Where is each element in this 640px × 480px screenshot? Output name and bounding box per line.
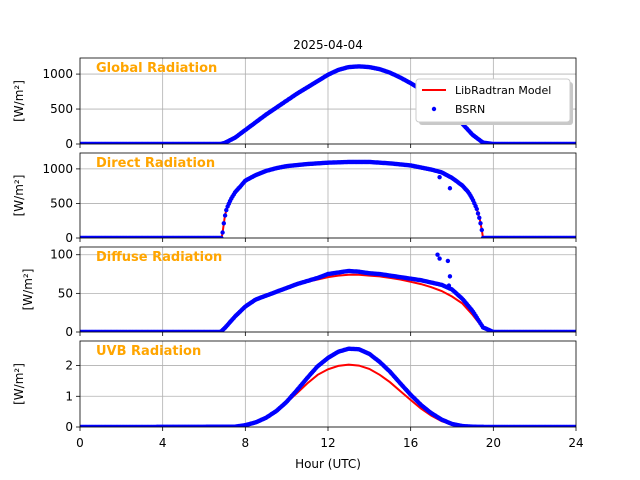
panel-frame bbox=[79, 246, 577, 333]
bsrn-point bbox=[475, 211, 481, 216]
y-tick-label: 0 bbox=[65, 325, 73, 339]
y-tick-label: 0 bbox=[65, 420, 73, 434]
bsrn-point bbox=[446, 283, 452, 288]
bsrn-point bbox=[224, 207, 229, 213]
bsrn-point bbox=[222, 213, 228, 218]
bsrn-point bbox=[479, 227, 484, 233]
y-tick-label: 1000 bbox=[42, 162, 73, 176]
y-tick-label: 2 bbox=[65, 359, 73, 373]
legend: LibRadtran Model BSRN bbox=[415, 78, 573, 125]
bsrn-point bbox=[435, 252, 440, 257]
y-axis-label: [W/m²] bbox=[12, 80, 26, 122]
x-tick-label: 12 bbox=[320, 436, 335, 450]
y-tick-label: 500 bbox=[50, 196, 73, 210]
panel-data bbox=[80, 159, 576, 238]
x-tick-label: 20 bbox=[486, 436, 501, 450]
panel-frame bbox=[79, 57, 577, 145]
bsrn-point bbox=[474, 206, 479, 212]
panel-data bbox=[80, 252, 576, 332]
panel-0: 0 500 1000 Global Radiation [W/m²] bbox=[12, 57, 577, 151]
legend-box bbox=[415, 78, 571, 123]
bsrn-point bbox=[437, 174, 442, 180]
x-tick-label: 0 bbox=[76, 436, 84, 450]
y-axis-label: [W/m²] bbox=[12, 363, 26, 405]
panel-frame bbox=[79, 340, 577, 428]
x-tick-label: 24 bbox=[568, 436, 583, 450]
bsrn-point bbox=[220, 230, 225, 235]
bsrn-point bbox=[477, 215, 482, 220]
bsrn-point bbox=[478, 221, 483, 226]
bsrn-point bbox=[573, 329, 576, 332]
y-tick-label: 500 bbox=[50, 102, 73, 116]
panel-1: 0 500 1000 Direct Radiation [W/m²] bbox=[12, 152, 577, 245]
legend-marker-bsrn bbox=[431, 106, 437, 112]
y-axis-label: [W/m²] bbox=[12, 175, 26, 217]
y-tick-label: 0 bbox=[65, 137, 73, 151]
bsrn-point bbox=[447, 186, 453, 191]
panel-frame bbox=[79, 152, 577, 239]
bsrn-point bbox=[447, 274, 453, 279]
x-tick-label: 8 bbox=[242, 436, 250, 450]
legend-label-libradtran: LibRadtran Model bbox=[455, 84, 551, 97]
panel-3: 0 1 2 UVB Radiation [W/m²] bbox=[12, 340, 577, 434]
legend-label-bsrn: BSRN bbox=[455, 103, 485, 116]
bsrn-point bbox=[573, 424, 576, 427]
panel-title: UVB Radiation bbox=[96, 344, 201, 359]
y-axis-label: [W/m²] bbox=[21, 269, 35, 311]
bsrn-point bbox=[573, 235, 576, 238]
y-tick-label: 50 bbox=[58, 286, 73, 300]
chart-title: 2025-04-04 bbox=[293, 38, 363, 52]
bsrn-point bbox=[573, 141, 576, 144]
series-points-bsrn bbox=[80, 252, 576, 332]
bsrn-point bbox=[445, 258, 451, 264]
x-axis-ticks: 0 4 8 12 16 20 24 bbox=[76, 436, 583, 450]
y-tick-label: 1 bbox=[65, 389, 73, 403]
panel-title: Global Radiation bbox=[96, 61, 217, 76]
panel-data bbox=[80, 346, 576, 427]
bsrn-point bbox=[221, 221, 226, 226]
bsrn-point bbox=[219, 235, 224, 238]
panel-2: 0 50 100 Diffuse Radiation [W/m²] bbox=[21, 246, 577, 339]
y-tick-label: 1000 bbox=[42, 67, 73, 81]
series-points-bsrn bbox=[80, 346, 576, 427]
y-tick-label: 0 bbox=[65, 231, 73, 245]
x-tick-label: 4 bbox=[159, 436, 167, 450]
x-tick-label: 16 bbox=[403, 436, 418, 450]
bsrn-point bbox=[437, 256, 442, 261]
x-axis-label: Hour (UTC) bbox=[295, 457, 361, 471]
panel-title: Diffuse Radiation bbox=[96, 250, 222, 265]
panel-title: Direct Radiation bbox=[96, 156, 215, 171]
y-tick-label: 100 bbox=[50, 248, 73, 262]
series-points-bsrn bbox=[80, 159, 576, 238]
